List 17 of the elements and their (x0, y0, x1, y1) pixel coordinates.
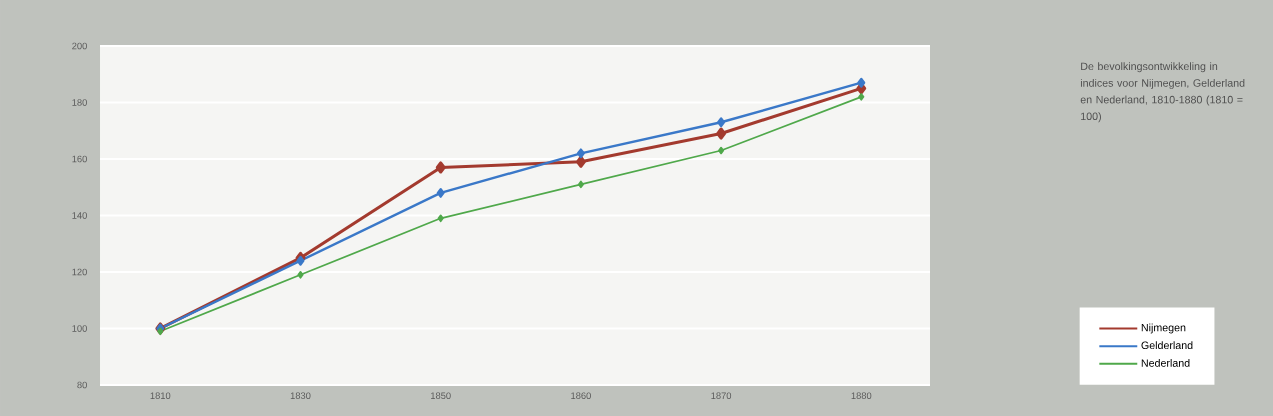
legend-label: Nijmegen (1141, 323, 1186, 334)
y-tick-label: 140 (72, 212, 87, 219)
legend-label: Nederland (1141, 358, 1190, 367)
legend-label: Gelderland (1141, 341, 1193, 350)
y-tick-label: 80 (77, 381, 87, 389)
x-tick-label: 1870 (711, 392, 732, 399)
y-tick-label: 200 (72, 42, 87, 50)
y-tick-label: 100 (72, 325, 87, 332)
text: De bevolkingsontwikkeling in indices voor Nijmegen, Gelderland en Nederland, 1810-1880 (1810 = 100) (1080, 62, 1245, 123)
y-tick-label: 120 (72, 268, 87, 276)
x-tick-label: 1880 (851, 392, 872, 399)
y-tick-label: 180 (72, 99, 87, 106)
x-tick-label: 1860 (571, 392, 591, 399)
y-tick-label: 160 (72, 155, 87, 163)
x-tick-label: 1810 (150, 392, 171, 399)
x-tick-label: 1850 (431, 392, 451, 399)
x-tick-label: 1830 (290, 392, 311, 399)
